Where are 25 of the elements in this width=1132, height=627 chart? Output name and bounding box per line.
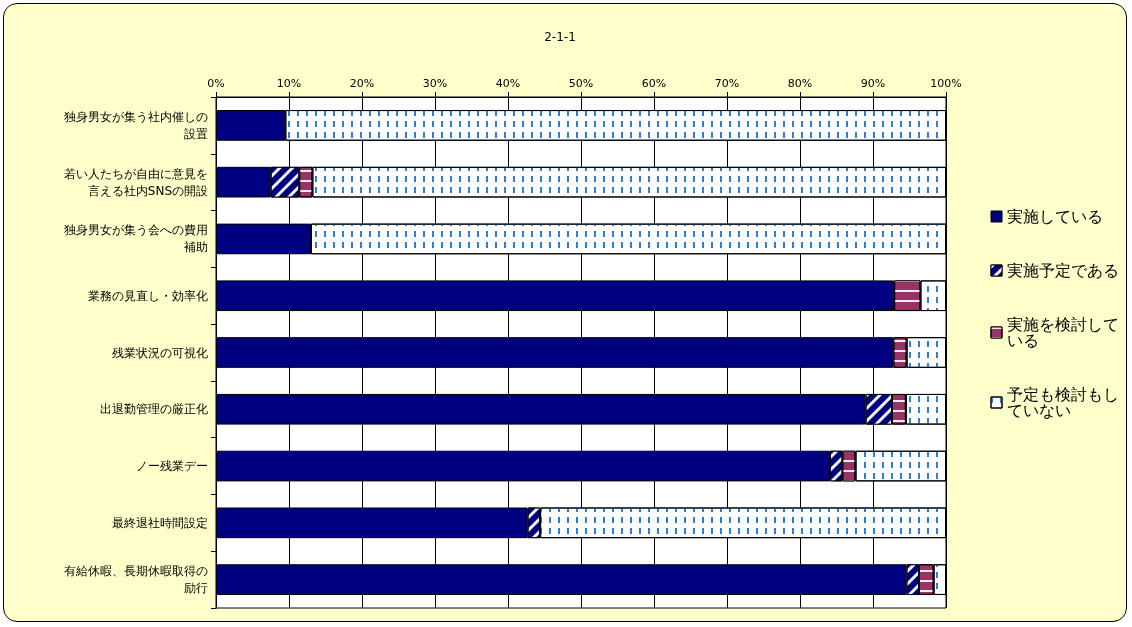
x-tick-label: 100% [930, 77, 962, 90]
x-tick-label: 90% [860, 77, 886, 90]
legend-label: 実施を検討している [1007, 315, 1119, 350]
y-tick-label: 出退勤管理の厳正化 [100, 402, 208, 417]
y-tick-label: 独身男女が集う会への費用補助 [64, 223, 208, 255]
chart-title: 2-1-1 [544, 30, 576, 44]
x-tick-label: 20% [349, 77, 375, 90]
legend-label: 実施している [1007, 207, 1103, 226]
legend-label: 予定も検討もしていない [1007, 385, 1119, 420]
x-tick-label: 50% [568, 77, 594, 90]
x-tick-label: 40% [495, 77, 521, 90]
y-tick-label: 独身男女が集う社内催しの設置 [64, 109, 208, 141]
x-tick-label: 30% [422, 77, 448, 90]
x-tick-label: 60% [641, 77, 667, 90]
y-tick-label: 業務の見直し・効率化 [88, 288, 208, 303]
x-tick-label: 70% [714, 77, 740, 90]
y-tick-label: 最終退社時間設定 [112, 515, 208, 530]
y-tick-label: 若い人たちが自由に意見を言える社内SNSの開設 [64, 166, 208, 198]
y-tick-label: ノー残業デー [136, 459, 208, 474]
x-tick-label: 0% [207, 77, 225, 90]
x-tick-label: 80% [787, 77, 813, 90]
y-tick-label: 有給休暇、長期休暇取得の励行 [64, 564, 208, 596]
legend-label: 実施予定である [1007, 261, 1119, 280]
y-tick-label: 残業状況の可視化 [112, 345, 208, 360]
x-tick-label: 10% [276, 77, 302, 90]
